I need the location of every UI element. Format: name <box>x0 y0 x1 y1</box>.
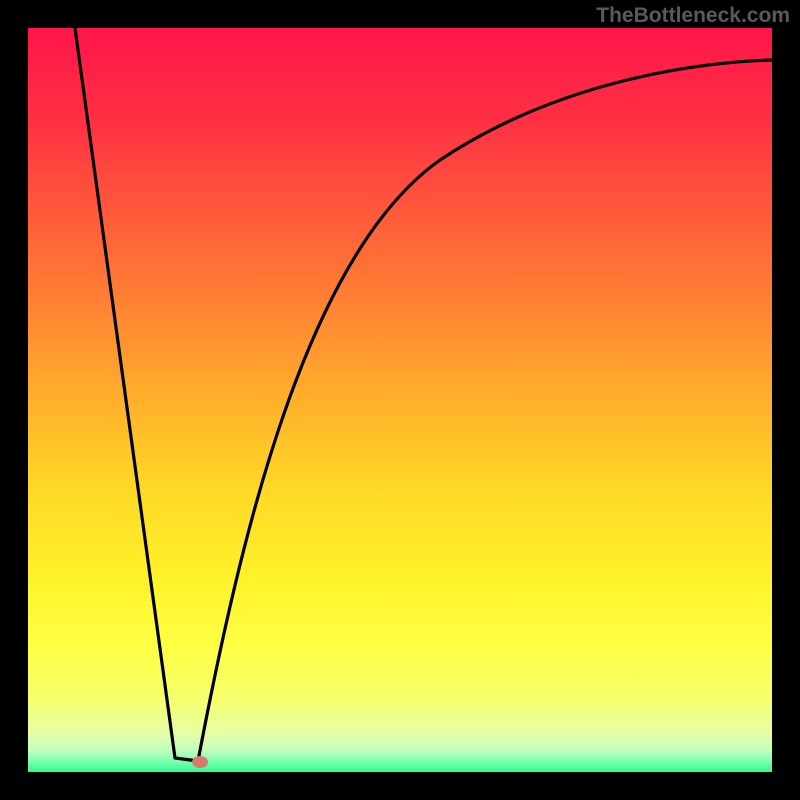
watermark-text: TheBottleneck.com <box>596 4 790 28</box>
bottleneck-chart-svg <box>0 0 800 800</box>
chart-frame: TheBottleneck.com <box>0 0 800 800</box>
plot-area <box>28 28 772 772</box>
optimum-marker <box>192 756 208 768</box>
